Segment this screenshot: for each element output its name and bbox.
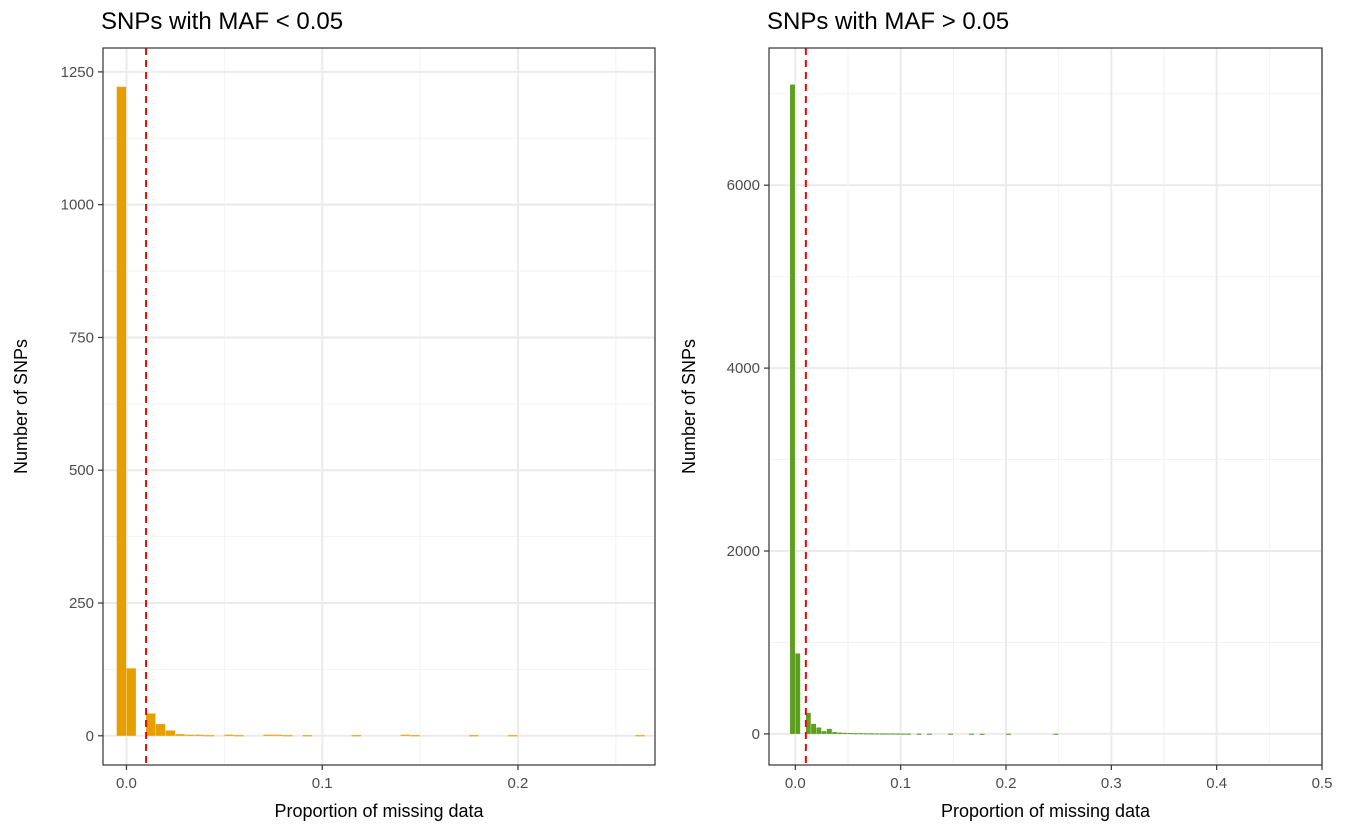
histogram-bar (1006, 733, 1011, 735)
histogram-bar (853, 733, 859, 735)
histogram-bar (905, 733, 911, 735)
y-tick-label: 1000 (61, 197, 94, 214)
y-axis-label: Number of SNPs (679, 339, 699, 474)
histogram-bar (900, 733, 906, 735)
y-tick-label: 750 (69, 329, 94, 346)
x-axis-label: Proportion of missing data (941, 801, 1151, 821)
histogram-bar (155, 724, 166, 736)
histogram-bar (185, 734, 195, 736)
histogram-bar (832, 732, 838, 734)
chart-panel-2: 0 2000 4000 6000 0.0 0.1 0.2 0.3 0.4 0.5 SNPs with… (679, 8, 1332, 821)
x-tick-label: 0.4 (1206, 775, 1227, 792)
histogram-bar (175, 734, 185, 736)
histogram-bar (884, 733, 890, 735)
x-tick-label: 0.5 (1312, 775, 1333, 792)
histogram-bar (508, 735, 518, 737)
histogram-bar (805, 712, 811, 734)
histogram-bar (842, 732, 848, 734)
histogram-bar (469, 735, 479, 737)
y-tick-label: 0 (86, 728, 94, 745)
y-tick-label: 1250 (61, 64, 94, 81)
histogram-bar (969, 733, 974, 735)
chart-panel-1: 0 250 500 750 1000 1250 0.0 0.1 0.2 SNPs with MAF… (11, 8, 656, 821)
histogram-bar (283, 735, 293, 737)
histogram-bar (848, 732, 853, 734)
histogram-bar (126, 668, 136, 736)
histogram-bar (874, 733, 880, 735)
histogram-bar (790, 84, 795, 734)
histogram-bar (863, 733, 869, 735)
y-tick-label: 2000 (727, 543, 760, 560)
histogram-bar (195, 734, 205, 736)
histogram-bar (879, 733, 885, 735)
x-axis-label: Proportion of missing data (274, 801, 484, 821)
histogram-bar (795, 653, 801, 734)
y-tick-label: 0 (752, 726, 760, 743)
x-tick-label: 0.1 (890, 775, 911, 792)
y-tick-label: 500 (69, 462, 94, 479)
histogram-bar (204, 735, 215, 737)
histogram-bar (890, 733, 895, 735)
histogram-bar (916, 733, 922, 735)
histogram-bar (927, 733, 932, 735)
histogram-bar (302, 735, 313, 737)
histogram-bar (858, 733, 864, 735)
histogram-bar (869, 733, 874, 735)
histogram-bar (224, 734, 234, 736)
chart-title: SNPs with MAF > 0.05 (767, 8, 1009, 35)
histogram-bar (1053, 733, 1059, 735)
histogram-bar (116, 86, 127, 736)
histogram-bar (234, 735, 244, 737)
y-axis-label: Number of SNPs (11, 339, 31, 474)
histogram-bar (837, 732, 843, 734)
y-tick-label: 250 (69, 595, 94, 612)
histogram-bar (263, 734, 273, 736)
x-tick-label: 0.2 (996, 775, 1017, 792)
x-tick-label: 0.1 (312, 775, 333, 792)
histogram-bar (979, 733, 985, 735)
histogram-bar (146, 713, 156, 736)
histogram-bar (826, 728, 832, 734)
panel-border (102, 47, 656, 766)
x-tick-label: 0.2 (508, 775, 529, 792)
y-tick-label: 4000 (727, 360, 760, 377)
histogram-bar (895, 733, 901, 735)
histogram-bar (273, 734, 283, 736)
histogram-bar (165, 730, 176, 736)
histogram-bar (816, 727, 822, 734)
histogram-bar (948, 733, 953, 735)
chart-title: SNPs with MAF < 0.05 (101, 8, 343, 35)
histogram-bar (400, 734, 410, 736)
y-tick-label: 6000 (727, 177, 760, 194)
histogram-bar (811, 723, 816, 734)
x-tick-label: 0.3 (1101, 775, 1122, 792)
panel-border (768, 47, 1323, 766)
histogram-bar (351, 735, 361, 737)
x-tick-label: 0.0 (785, 775, 806, 792)
x-tick-label: 0.0 (116, 775, 137, 792)
histogram-bar (821, 731, 827, 734)
histogram-bar (635, 735, 645, 737)
histogram-bar (410, 735, 420, 737)
